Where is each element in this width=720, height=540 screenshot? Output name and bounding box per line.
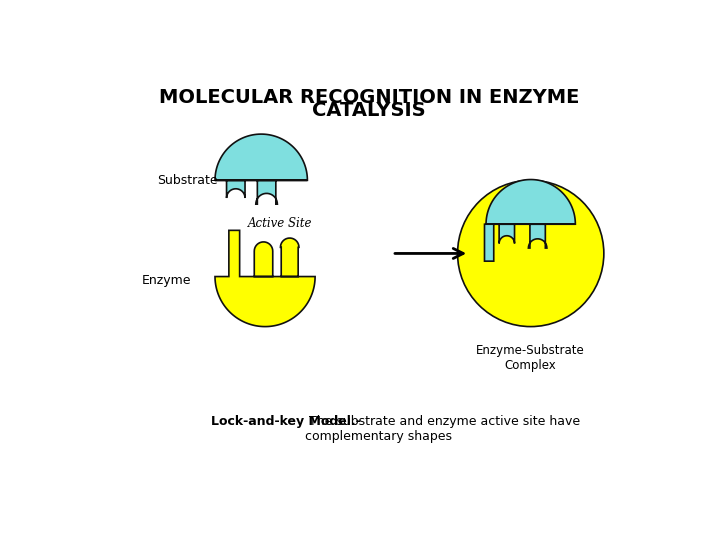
Text: MOLECULAR RECOGNITION IN ENZYME: MOLECULAR RECOGNITION IN ENZYME bbox=[159, 88, 579, 107]
Text: Enzyme-Substrate
Complex: Enzyme-Substrate Complex bbox=[477, 343, 585, 372]
Polygon shape bbox=[215, 134, 307, 204]
Text: The substrate and enzyme active site have
complementary shapes: The substrate and enzyme active site hav… bbox=[305, 415, 580, 443]
Text: Active Site: Active Site bbox=[248, 217, 312, 231]
Text: Substrate: Substrate bbox=[157, 174, 218, 187]
Circle shape bbox=[457, 180, 604, 327]
Polygon shape bbox=[485, 179, 575, 261]
Text: Enzyme: Enzyme bbox=[142, 274, 192, 287]
Text: CATALYSIS: CATALYSIS bbox=[312, 101, 426, 120]
Text: Lock-and-key Model.-: Lock-and-key Model.- bbox=[211, 415, 361, 428]
Polygon shape bbox=[215, 231, 315, 327]
